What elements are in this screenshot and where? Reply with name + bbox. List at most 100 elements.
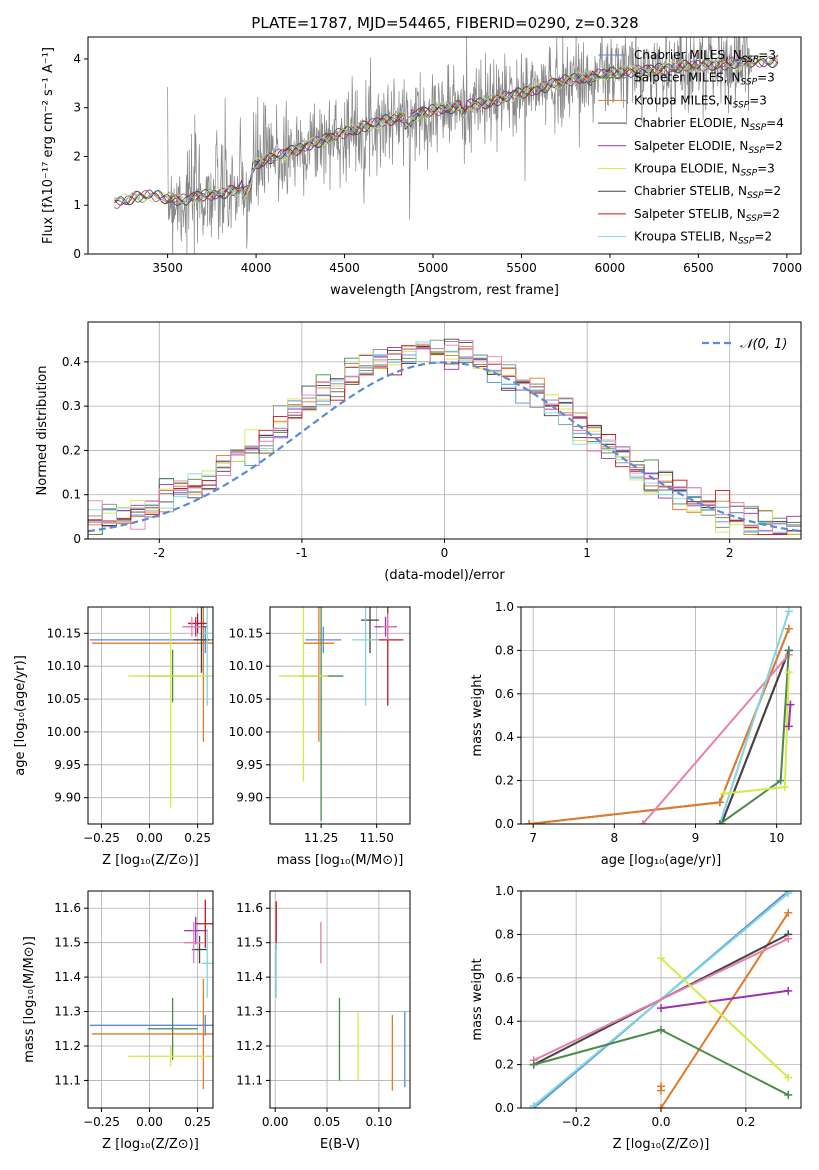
y-tick-label: 0.8 bbox=[495, 927, 514, 941]
weight-marker bbox=[638, 820, 647, 824]
spectrum-plot bbox=[114, 37, 779, 254]
y-tick-label: 0.2 bbox=[495, 774, 514, 788]
weight_vs_Z-panel: −0.2 0.0 0.2 0.0 0.2 0.4 0.6 0.8 1.0 Z [log₁₀(Z/Z… bbox=[470, 884, 802, 1152]
weight-series bbox=[641, 654, 790, 824]
weight-marker bbox=[780, 783, 789, 792]
y-tick-label: 11.6 bbox=[54, 901, 81, 915]
residuals-panel: -2 -1 0 1 2 0 0.1 0.2 0.3 0.4 (data-model)/error No… bbox=[35, 321, 802, 583]
legend-subscript: SSP bbox=[750, 123, 767, 133]
y-tick-label: 2 bbox=[73, 149, 81, 163]
age_vs_mass-plot bbox=[278, 607, 404, 821]
y-tick-label: 10.05 bbox=[229, 692, 263, 706]
y-axis-label: mass weight bbox=[470, 958, 485, 1040]
legend-value: =2 bbox=[754, 230, 772, 244]
mass_vs_Z-panel: −0.25 0.00 0.25 11.1 11.2 11.3 11.4 11.5 11.6 Z [… bbox=[22, 890, 214, 1152]
x-axis-label: wavelength [Angstrom, rest frame] bbox=[330, 283, 559, 298]
y-tick-label: 0.2 bbox=[495, 1058, 514, 1072]
weight-series bbox=[533, 937, 789, 1062]
error-point bbox=[147, 997, 198, 1060]
legend-label: Kroupa STELIB, N bbox=[634, 230, 738, 244]
legend-entry: Salpeter ELODIE, NSSP=2 bbox=[634, 139, 783, 156]
x-tick-label: 9 bbox=[692, 831, 700, 845]
weight-marker bbox=[657, 1025, 665, 1034]
legend-value: =3 bbox=[757, 162, 775, 176]
weight_vs_Z-plot bbox=[529, 891, 793, 1108]
y-tick-label: 4 bbox=[73, 52, 81, 66]
y-tick-label: 9.95 bbox=[54, 758, 81, 772]
legend-subscript: SSP bbox=[742, 55, 759, 65]
weight-marker bbox=[719, 789, 728, 798]
weight-marker bbox=[784, 891, 793, 898]
error-point bbox=[91, 607, 213, 742]
weight-marker bbox=[715, 820, 724, 824]
legend-entry: Kroupa STELIB, NSSP=2 bbox=[634, 230, 772, 247]
y-tick-label: 11.1 bbox=[236, 1073, 263, 1087]
y-tick-label: 10.10 bbox=[229, 659, 263, 673]
weight-marker bbox=[784, 624, 793, 633]
weight-marker bbox=[784, 908, 793, 917]
weight-marker bbox=[784, 934, 793, 943]
y-tick-label: 0.3 bbox=[62, 399, 81, 413]
y-axis-label: Normed distribution bbox=[35, 366, 50, 496]
model-spectrum bbox=[114, 55, 779, 207]
x-axis-label: Z [log₁₀(Z/Z⊙)] bbox=[613, 1137, 710, 1152]
data-spectrum bbox=[167, 37, 752, 254]
error-point bbox=[303, 607, 335, 742]
axes-frame bbox=[269, 890, 411, 1109]
weight_vs_age-plot bbox=[525, 607, 795, 824]
legend-label: Kroupa MILES, N bbox=[634, 93, 733, 107]
x-tick-label: 11.50 bbox=[359, 831, 393, 845]
x-tick-label: 4500 bbox=[329, 261, 360, 275]
weight-marker bbox=[784, 1073, 793, 1082]
weight-marker bbox=[529, 1060, 538, 1069]
weight-marker bbox=[784, 646, 793, 655]
legend-subscript: SSP bbox=[733, 100, 750, 110]
weight-series bbox=[660, 957, 789, 1079]
y-tick-label: 11.2 bbox=[236, 1039, 263, 1053]
weight-marker bbox=[657, 954, 665, 963]
age_vs_mass-panel: 11.25 11.50 9.90 9.95 10.00 10.05 10.10 10.15 ma… bbox=[229, 606, 411, 868]
error-point bbox=[352, 607, 379, 706]
legend-subscript: SSP bbox=[738, 237, 755, 247]
legend-subscript: SSP bbox=[741, 169, 758, 179]
y-tick-label: 0.4 bbox=[495, 1014, 514, 1028]
legend-subscript: SSP bbox=[741, 78, 758, 88]
x-tick-label: 5500 bbox=[506, 261, 537, 275]
weight-series bbox=[660, 912, 790, 1108]
y-tick-label: 11.3 bbox=[236, 1005, 263, 1019]
weight-marker bbox=[784, 607, 793, 616]
error-point bbox=[91, 978, 213, 1090]
x-tick-label: -1 bbox=[296, 546, 308, 560]
y-tick-label: 10.00 bbox=[229, 725, 263, 739]
y-tick-label: 10.05 bbox=[47, 692, 81, 706]
legend-value: =3 bbox=[749, 93, 767, 107]
y-tick-label: 10.15 bbox=[47, 626, 81, 640]
x-tick-label: 8 bbox=[611, 831, 619, 845]
y-tick-label: 10.00 bbox=[47, 725, 81, 739]
x-tick-label: 0.25 bbox=[184, 1115, 211, 1129]
weight-marker bbox=[786, 700, 795, 709]
legend-label: Chabrier STELIB, N bbox=[634, 184, 747, 198]
y-tick-label: 0.4 bbox=[495, 730, 514, 744]
histogram-series bbox=[88, 343, 801, 536]
axes-frame bbox=[87, 890, 214, 1109]
legend-entry: Salpeter MILES, NSSP=3 bbox=[634, 71, 775, 88]
weight-series bbox=[528, 628, 790, 824]
legend-value: =3 bbox=[758, 48, 776, 62]
legend-label: Chabrier ELODIE, N bbox=[634, 116, 750, 130]
weight-marker bbox=[784, 668, 793, 677]
weight-marker bbox=[525, 820, 534, 824]
y-tick-label: 0.1 bbox=[62, 488, 81, 502]
figure-title: PLATE=1787, MJD=54465, FIBERID=0290, z=0… bbox=[251, 14, 638, 32]
y-tick-label: 1 bbox=[73, 198, 81, 212]
x-axis-label: mass [log₁₀(M/M⊙)] bbox=[277, 853, 404, 868]
legend-entry: Kroupa MILES, NSSP=3 bbox=[634, 93, 767, 110]
axes-frame bbox=[269, 606, 411, 825]
legend-subscript: SSP bbox=[746, 214, 763, 224]
x-axis-label: Z [log₁₀(Z/Z⊙)] bbox=[102, 1137, 199, 1152]
residuals-plot bbox=[88, 338, 801, 536]
y-tick-label: 0.6 bbox=[495, 687, 514, 701]
weight-marker bbox=[776, 776, 785, 785]
y-tick-label: 0.6 bbox=[495, 971, 514, 985]
